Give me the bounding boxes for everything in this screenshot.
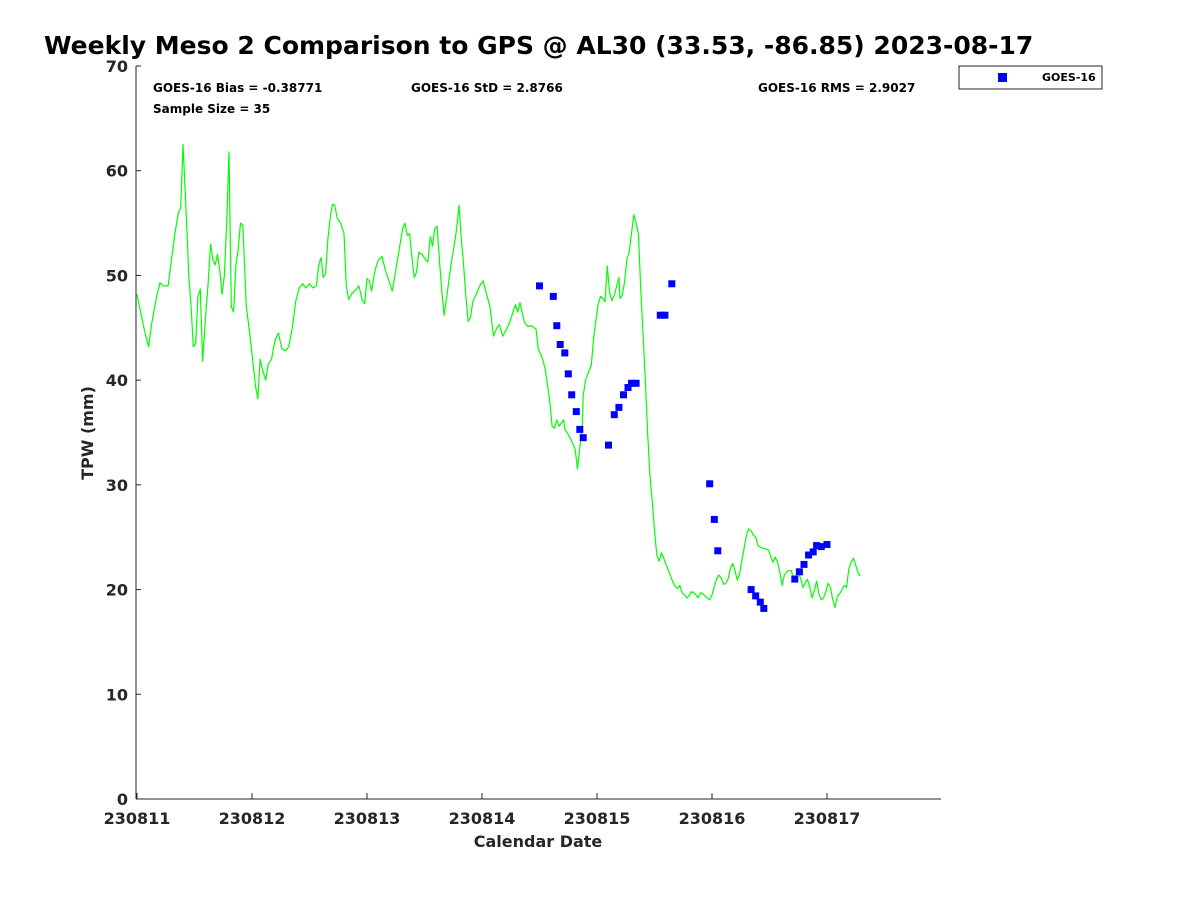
x-axis-label: Calendar Date: [474, 832, 603, 851]
data-point-goes16: [805, 551, 813, 559]
rms-stat: GOES-16 RMS = 2.9027: [758, 81, 915, 95]
data-point-goes16: [628, 379, 635, 387]
x-axis: 230811 230812 230813 230814 230815 230816 2308…: [104, 793, 861, 828]
plot-frame: [135, 66, 941, 800]
data-point-goes16: [800, 560, 808, 568]
x-tick-label: 230815: [564, 809, 631, 828]
y-tick-label: 0: [117, 790, 128, 809]
legend-marker-goes16: [998, 73, 1007, 82]
data-point-goes16: [576, 425, 584, 433]
data-point-goes16: [809, 548, 817, 556]
series-layer: [136, 143, 861, 612]
data-point-goes16: [795, 568, 803, 576]
data-point-goes16: [556, 341, 564, 348]
data-point-goes16: [632, 379, 640, 387]
data-point-goes16: [536, 282, 543, 290]
data-point-goes16: [756, 598, 764, 606]
y-tick-label: 30: [106, 476, 128, 495]
data-point-goes16: [579, 434, 587, 442]
chart-title: Weekly Meso 2 Comparison to GPS @ AL30 (…: [44, 31, 1033, 60]
data-point-goes16: [553, 322, 561, 330]
y-tick-label: 20: [106, 581, 128, 600]
data-point-goes16: [610, 411, 618, 419]
data-point-goes16: [561, 349, 569, 357]
std-stat: GOES-16 StD = 2.8766: [411, 81, 563, 95]
data-point-goes16: [823, 541, 831, 548]
data-point-goes16: [817, 543, 825, 551]
x-tick-label: 230816: [679, 809, 746, 828]
y-tick-label: 10: [106, 685, 128, 704]
y-axis: 0 10 20 30 40 50 60 70: [106, 57, 141, 809]
x-tick-label: 230811: [104, 809, 171, 828]
data-point-goes16: [714, 547, 722, 555]
data-point-goes16: [624, 384, 632, 391]
data-point-goes16: [549, 292, 557, 300]
y-tick-label: 40: [106, 371, 128, 390]
data-point-goes16: [760, 604, 768, 612]
data-point-goes16: [661, 311, 669, 319]
x-tick-label: 230814: [449, 809, 516, 828]
x-tick-label: 230812: [219, 809, 286, 828]
data-point-goes16: [620, 391, 627, 399]
data-point-goes16: [564, 370, 572, 378]
data-point-goes16: [572, 408, 580, 416]
y-axis-label: TPW (mm): [78, 386, 97, 480]
data-point-goes16: [605, 441, 612, 449]
sample-size-stat: Sample Size = 35: [153, 102, 270, 116]
legend-label-goes16: GOES-16: [1042, 71, 1096, 84]
data-point-goes16: [656, 311, 664, 319]
data-point-goes16: [710, 515, 718, 523]
data-point-goes16: [813, 542, 821, 550]
data-point-goes16: [752, 592, 760, 600]
data-point-goes16: [747, 586, 755, 594]
data-point-goes16: [668, 280, 676, 288]
data-point-goes16: [568, 391, 576, 399]
legend-box: [958, 65, 1103, 90]
x-tick-label: 230817: [794, 809, 861, 828]
y-tick-label: 50: [106, 266, 128, 285]
data-point-goes16: [791, 575, 799, 583]
y-tick-label: 60: [106, 162, 128, 181]
data-point-goes16: [615, 403, 623, 411]
series-line-gps: [136, 143, 861, 608]
data-point-goes16: [706, 480, 714, 488]
bias-stat: GOES-16 Bias = -0.38771: [153, 81, 322, 95]
y-tick-label: 70: [106, 57, 128, 76]
legend: GOES-16: [958, 65, 1103, 90]
x-tick-label: 230813: [334, 809, 401, 828]
